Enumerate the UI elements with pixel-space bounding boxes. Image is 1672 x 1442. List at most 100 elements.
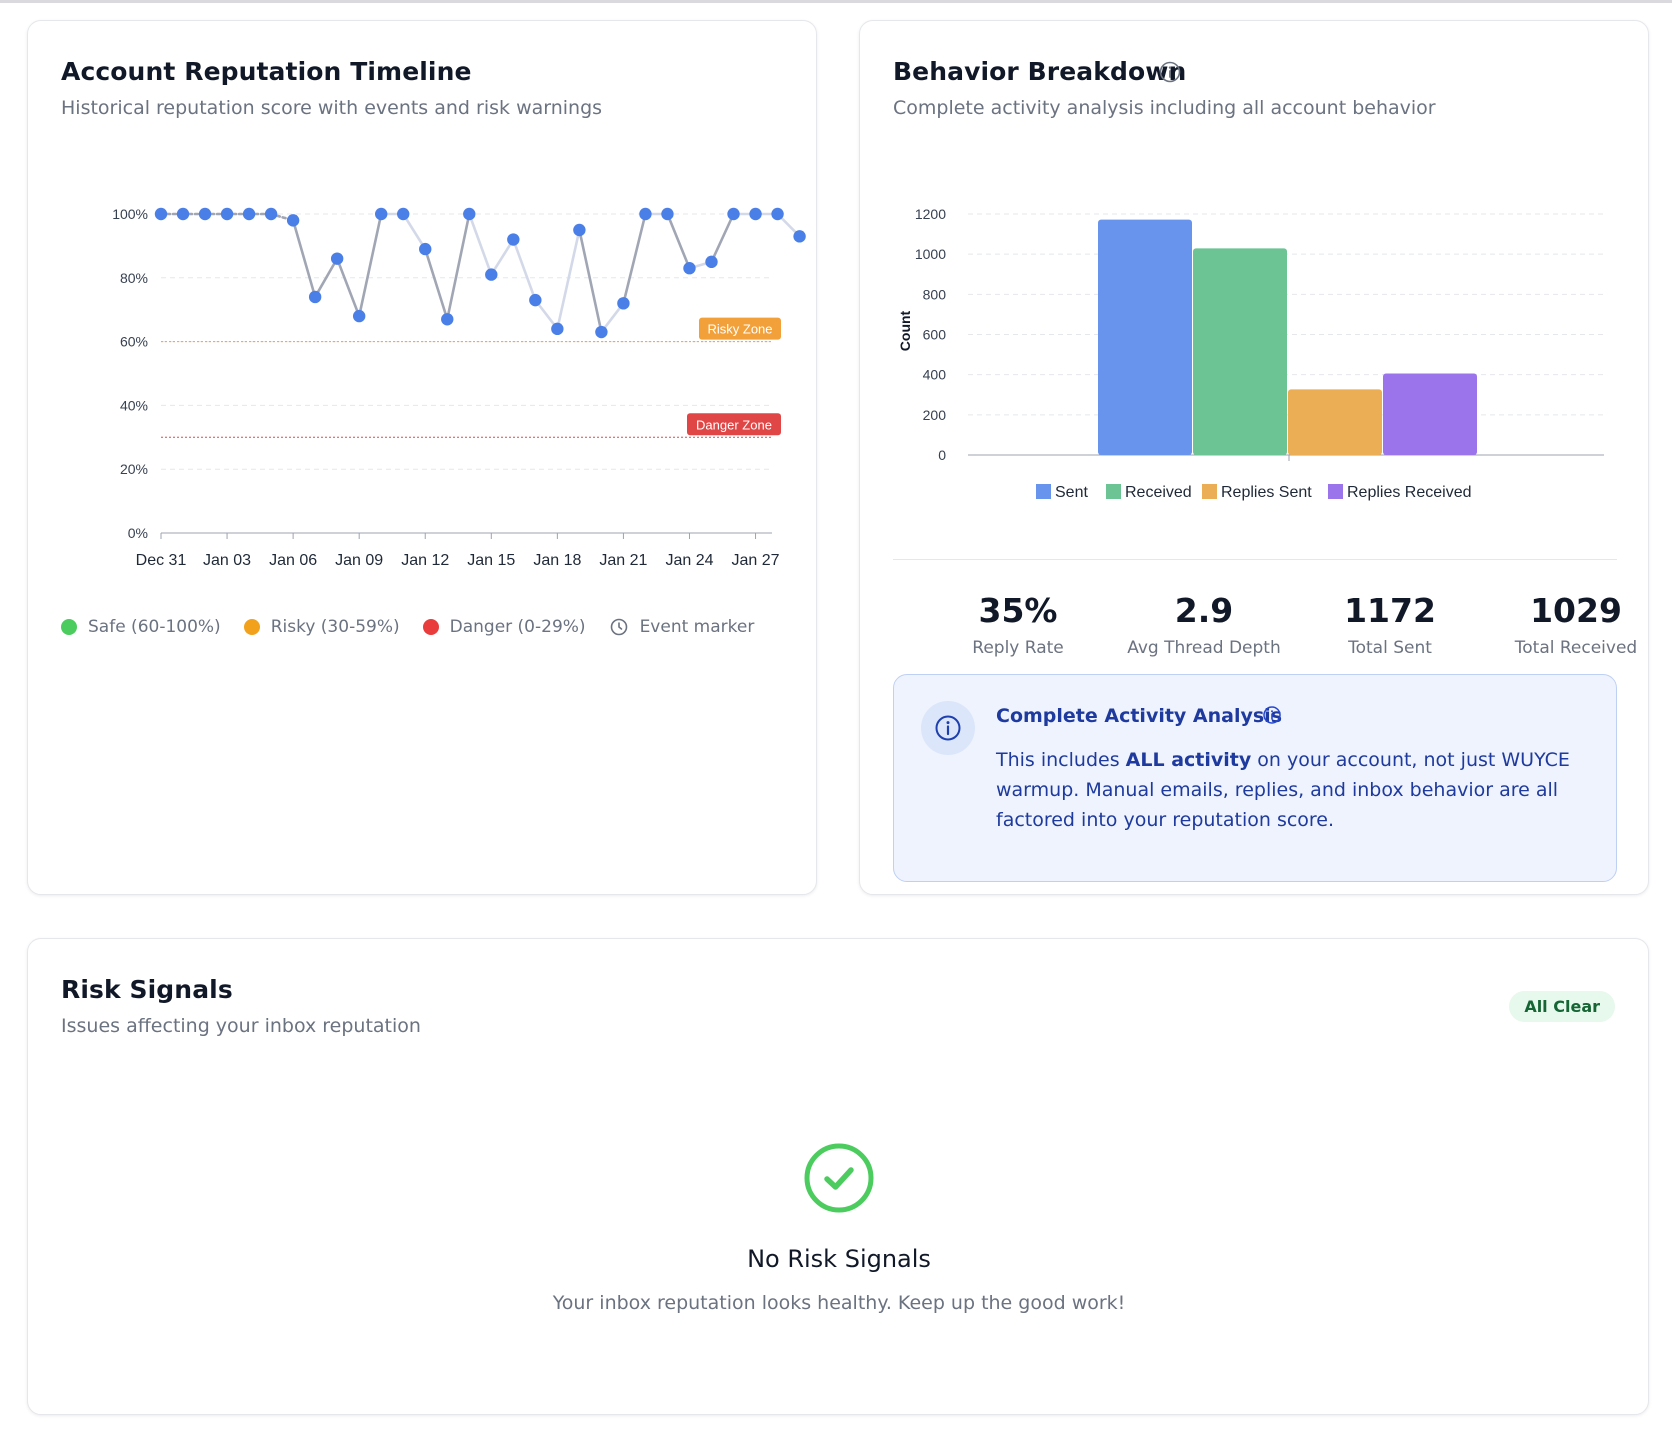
info-icon[interactable] [1158,60,1182,84]
data-point [220,207,234,221]
info-body: This includes ALL activity on your accou… [996,745,1586,835]
line-segment [335,257,361,318]
stat-value: 2.9 [1174,591,1234,630]
bar-sent [1098,219,1192,455]
data-point [661,207,674,221]
y-tick-label: 0 [938,447,946,463]
danger-zone-label: Danger Zone [696,417,772,432]
y-axis-label: Count [897,310,913,351]
safe-dot-icon [61,619,77,635]
clock-icon [610,618,627,636]
line-segment [489,238,515,276]
y-tick-label: 1000 [915,246,946,262]
data-point [595,325,608,339]
info-icon[interactable] [1262,705,1282,725]
activity-info-box: Complete Activity Analysis This includes… [893,674,1617,882]
legend-risky: Risky (30-59%) [243,617,400,637]
divider [893,559,1617,560]
bar-received [1193,248,1287,455]
x-tick-label: Jan 24 [665,552,713,569]
data-point [617,297,630,310]
legend-swatch [1106,484,1121,499]
legend-event: Event marker [609,617,754,637]
data-point [705,255,718,269]
y-tick-label: 60% [120,334,148,350]
data-point [176,207,190,221]
line-segment [445,212,471,321]
x-tick-label: Jan 15 [467,552,515,569]
info-body-post: on your account, not just WUYCE warmup. … [996,749,1570,831]
stat-avg-thread-depth: 2.9 Avg Thread Depth [1111,591,1297,658]
y-tick-label: 800 [923,286,947,302]
check-circle-icon [804,1143,874,1213]
line-segment [512,238,537,302]
legend-safe-label: Safe (60-100%) [88,617,221,637]
danger-zone-badge [687,413,781,436]
line-segment [710,212,735,264]
legend-label: Replies Received [1347,484,1472,501]
legend-label: Replies Sent [1221,484,1312,501]
behavior-title: Behavior Breakdown [893,57,1187,86]
line-segment [578,228,603,334]
info-icon [935,715,961,741]
x-tick-label: Jan 03 [203,552,251,569]
timeline-legend: Safe (60-100%) Risky (30-59%) Danger (0-… [61,617,777,637]
legend-label: Received [1125,484,1192,501]
risk-signals-card: Risk Signals Issues affecting your inbox… [27,938,1649,1415]
data-point [441,313,454,326]
line-segment [556,228,581,331]
reputation-timeline-card: Account Reputation Timeline Historical r… [27,20,817,895]
data-point [375,207,388,221]
data-point [397,207,410,221]
timeline-subtitle: Historical reputation score with events … [61,97,603,119]
y-tick-label: 0% [128,525,148,541]
x-tick-label: Jan 18 [533,552,581,569]
line-segment [357,212,383,318]
legend-swatch [1328,484,1343,499]
x-tick-label: Jan 09 [335,552,383,569]
legend-danger: Danger (0-29%) [422,617,586,637]
data-point [352,309,366,323]
top-rule [0,0,1672,3]
info-title: Complete Activity Analysis [996,705,1283,727]
bar-replies-received [1383,373,1477,455]
data-point [308,290,322,304]
y-tick-label: 80% [120,270,148,286]
x-tick-label: Jan 27 [732,552,780,569]
stat-label: Total Sent [1348,638,1432,658]
legend-risky-label: Risky (30-59%) [270,617,400,637]
data-point [573,223,586,237]
stat-value: 1172 [1344,591,1436,630]
data-point [242,207,256,221]
data-point [485,268,498,281]
y-tick-label: 400 [923,367,947,383]
data-point [463,207,476,221]
risk-subtitle: Issues affecting your inbox reputation [61,1015,421,1037]
behavior-subtitle: Complete activity analysis including all… [893,97,1436,119]
risky-zone-badge [699,317,781,340]
data-point [727,207,740,221]
legend-danger-label: Danger (0-29%) [449,617,586,637]
data-point [286,214,300,227]
y-tick-label: 40% [120,397,148,413]
bar-replies-sent [1288,389,1382,455]
x-tick-label: Jan 12 [401,552,449,569]
data-point [419,242,432,256]
info-circle [921,701,975,755]
legend-swatch [1036,484,1051,499]
legend-safe: Safe (60-100%) [61,617,221,637]
reputation-line-chart: 0% 20% 40% 60% 80% 100% Dec 31 Jan 03 Jan 06 Jan … [112,206,806,569]
y-tick-label: 600 [923,327,947,343]
danger-dot-icon [422,619,439,635]
y-tick-label: 20% [120,461,148,477]
info-body-bold: ALL activity [1125,749,1252,771]
line-segment [291,219,317,299]
y-tick-label: 200 [923,407,947,423]
data-point [198,207,212,221]
empty-state-subtitle: Your inbox reputation looks healthy. Kee… [552,1292,1126,1314]
legend-swatch [1202,484,1217,499]
stat-reply-rate: 35% Reply Rate [925,591,1111,658]
stat-value: 1029 [1530,591,1622,630]
data-point [330,252,344,265]
timeline-title: Account Reputation Timeline [61,57,472,86]
